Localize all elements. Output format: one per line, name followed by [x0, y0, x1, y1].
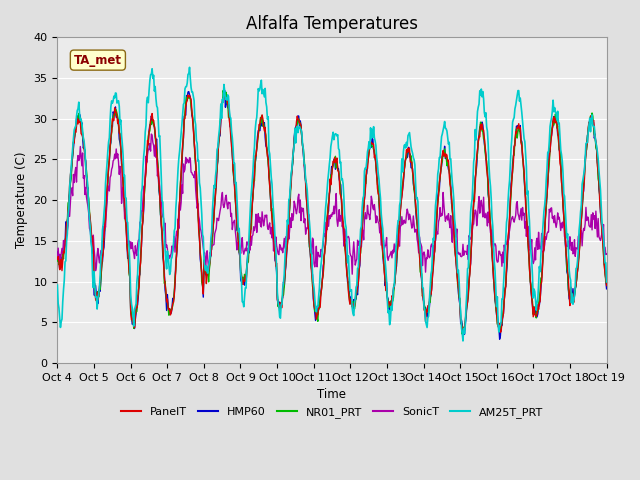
AM25T_PRT [176, 148, 184, 154]
SonicT [147, 131, 155, 137]
AM25T_PRT [120, 173, 128, 179]
AM25T_PRT [205, 259, 213, 264]
Y-axis label: Temperature (C): Temperature (C) [15, 152, 28, 249]
PanelT [221, 92, 228, 97]
HMP60 [63, 217, 71, 223]
NR01_PRT [415, 249, 423, 255]
SonicT [177, 207, 184, 213]
HMP60 [176, 200, 184, 205]
PanelT [459, 332, 467, 338]
HMP60 [120, 193, 128, 199]
AM25T_PRT [54, 282, 61, 288]
SonicT [348, 271, 356, 277]
Title: Alfalfa Temperatures: Alfalfa Temperatures [246, 15, 418, 33]
SonicT [205, 261, 213, 266]
AM25T_PRT [186, 64, 193, 70]
Line: NR01_PRT: NR01_PRT [58, 91, 607, 334]
Line: PanelT: PanelT [58, 95, 607, 335]
Legend: PanelT, HMP60, NR01_PRT, SonicT, AM25T_PRT: PanelT, HMP60, NR01_PRT, SonicT, AM25T_P… [116, 403, 547, 422]
AM25T_PRT [415, 236, 423, 242]
AM25T_PRT [63, 231, 71, 237]
NR01_PRT [458, 331, 466, 337]
HMP60 [205, 263, 212, 268]
AM25T_PRT [603, 279, 611, 285]
PanelT [399, 176, 407, 181]
SonicT [63, 228, 71, 233]
HMP60 [496, 336, 504, 342]
AM25T_PRT [399, 149, 407, 155]
HMP60 [415, 249, 423, 255]
NR01_PRT [399, 176, 407, 181]
PanelT [603, 283, 611, 288]
PanelT [54, 256, 61, 262]
Line: AM25T_PRT: AM25T_PRT [58, 67, 607, 341]
SonicT [54, 256, 61, 262]
X-axis label: Time: Time [317, 388, 346, 401]
SonicT [603, 251, 611, 257]
SonicT [417, 240, 424, 245]
NR01_PRT [54, 258, 61, 264]
Line: SonicT: SonicT [58, 134, 607, 274]
PanelT [205, 268, 212, 274]
HMP60 [54, 249, 61, 255]
NR01_PRT [220, 88, 227, 94]
PanelT [120, 195, 128, 201]
SonicT [401, 217, 408, 223]
HMP60 [221, 88, 228, 94]
SonicT [120, 193, 128, 199]
HMP60 [603, 286, 611, 292]
Line: HMP60: HMP60 [58, 91, 607, 339]
NR01_PRT [120, 197, 128, 203]
HMP60 [399, 179, 407, 185]
PanelT [176, 198, 184, 204]
NR01_PRT [63, 218, 71, 224]
AM25T_PRT [459, 338, 467, 344]
Text: TA_met: TA_met [74, 54, 122, 67]
PanelT [415, 252, 423, 258]
PanelT [63, 219, 71, 225]
NR01_PRT [603, 281, 611, 287]
NR01_PRT [205, 279, 212, 285]
NR01_PRT [176, 200, 184, 205]
